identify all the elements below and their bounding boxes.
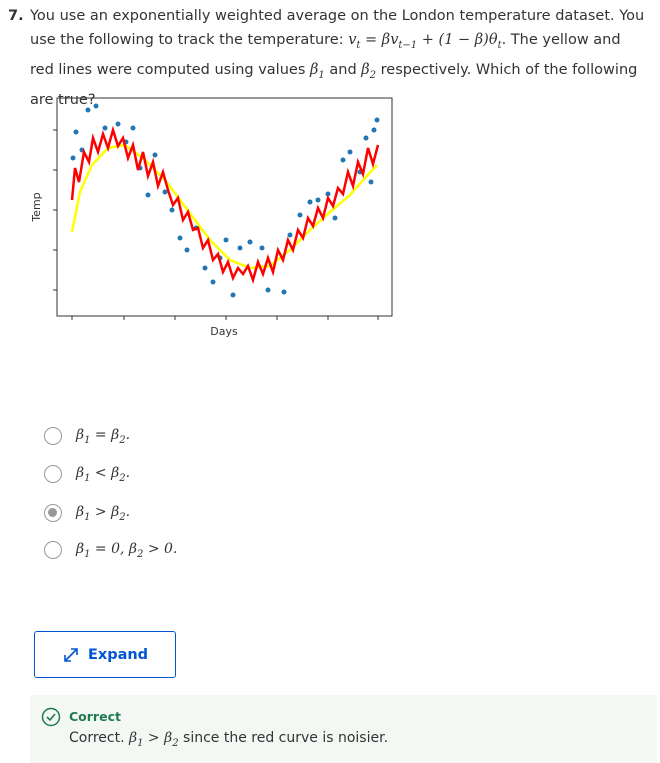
math: β (111, 464, 120, 481)
math-sub: 1 (84, 548, 91, 560)
math: . (125, 464, 131, 481)
math: = (90, 426, 112, 443)
question-number: 7. (8, 8, 24, 24)
radio[interactable] (44, 465, 62, 483)
ticks (53, 129, 379, 320)
radio[interactable] (44, 541, 62, 559)
math: β (76, 540, 85, 557)
check-icon (41, 707, 61, 727)
x-axis-label: Days (210, 325, 238, 338)
math: β (76, 426, 85, 443)
math: > 0. (143, 540, 178, 557)
question: 7. You use an exponentially weighted ave… (8, 4, 648, 112)
math: = β (360, 32, 391, 48)
smooth-line (70, 143, 378, 270)
math: β (164, 730, 173, 746)
math-sub: 1 (84, 472, 91, 484)
math: β (128, 540, 138, 557)
math-sub: 1 (84, 511, 91, 523)
math: β (76, 503, 85, 520)
plot-frame (56, 97, 393, 317)
text: and (324, 61, 362, 78)
y-axis-label: Temp (30, 192, 43, 222)
math-sub: t (497, 39, 502, 51)
math-sub: 2 (172, 737, 179, 749)
text: respectively. Which of the following are… (30, 61, 638, 108)
text: since the red curve is noisier. (178, 730, 389, 746)
option[interactable]: β1 = β2. (44, 425, 130, 447)
feedback: Correct Correct. β1 > β2 since the red c… (30, 695, 657, 763)
math: + (1 − β)θ (417, 32, 498, 48)
radio-selected[interactable] (44, 504, 62, 522)
math: β (361, 61, 370, 78)
math-sub: 1 (318, 69, 325, 81)
math: β (76, 464, 85, 481)
math: . (125, 426, 131, 443)
math: < (90, 464, 112, 481)
option[interactable]: β1 < β2. (44, 463, 130, 485)
math-sub: 2 (369, 69, 377, 81)
option[interactable]: β1 = 0, β2 > 0. (44, 539, 177, 561)
math-sub: 2 (137, 548, 144, 560)
feedback-status: Correct (69, 709, 121, 724)
math: > (143, 730, 165, 746)
math: v (390, 32, 399, 48)
math-sub: 2 (119, 472, 126, 484)
math-sub: t−1 (398, 39, 418, 51)
math: β (129, 730, 138, 746)
expand-icon (64, 647, 78, 662)
math: β (310, 61, 319, 78)
feedback-text: Correct. β1 > β2 since the red curve is … (69, 730, 388, 749)
math-sub: 2 (119, 434, 126, 446)
math: = 0, (90, 540, 129, 557)
math-sub: 1 (137, 737, 144, 749)
noisy-line (70, 125, 380, 285)
expand-button[interactable]: Expand (34, 631, 176, 678)
text: . The yellow and red lines were computed… (30, 32, 621, 78)
text: You use an exponentially weighted averag… (30, 8, 645, 48)
scatter-points (70, 103, 380, 298)
math-sub: t (356, 39, 361, 51)
button-label: Expand (87, 646, 149, 663)
math-sub: 2 (119, 511, 126, 523)
math: v (348, 32, 357, 48)
text: Correct. (69, 730, 129, 746)
figure: Days Temp (30, 97, 393, 338)
math: β (111, 503, 120, 520)
option[interactable]: β1 > β2. (44, 502, 130, 524)
math-sub: 1 (84, 434, 91, 446)
math: . (125, 503, 131, 520)
question-text: You use an exponentially weighted averag… (30, 4, 648, 112)
math: > (90, 503, 112, 520)
math: β (111, 426, 120, 443)
radio[interactable] (44, 427, 62, 445)
